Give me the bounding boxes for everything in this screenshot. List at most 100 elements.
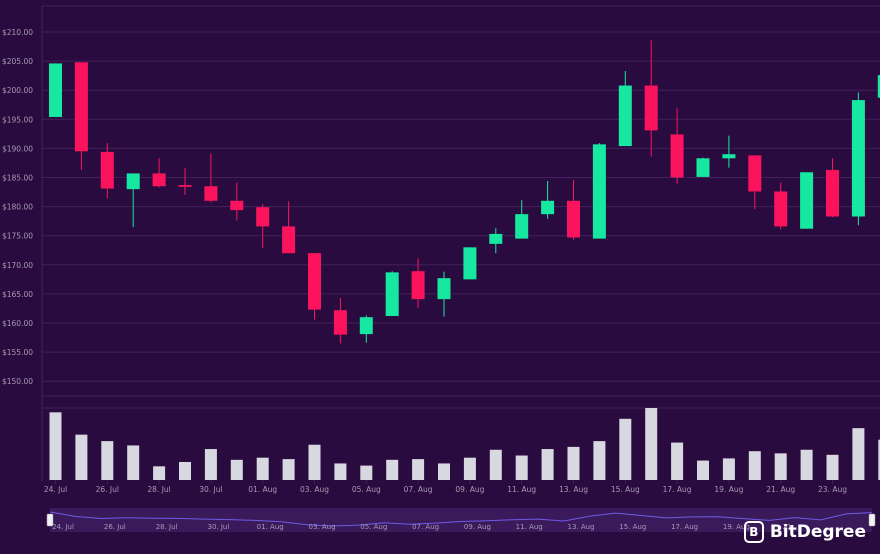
candle — [179, 168, 192, 195]
navigator-tick-label: 11. Aug — [516, 523, 543, 531]
y-tick-label: $170.00 — [2, 261, 33, 270]
volume-bar — [309, 445, 321, 480]
candle-body — [179, 185, 192, 187]
volume-bar — [542, 449, 554, 480]
x-tick-label: 26. Jul — [96, 485, 119, 494]
candle — [800, 172, 813, 228]
y-tick-label: $175.00 — [2, 232, 33, 241]
volume-bar — [153, 466, 165, 480]
candle-body — [567, 201, 580, 238]
volume-bar — [283, 459, 295, 480]
volume-bar — [490, 450, 502, 480]
candle-body — [153, 173, 166, 186]
navigator-tick-label: 30. Jul — [207, 523, 229, 531]
candle — [826, 158, 839, 217]
x-tick-label: 15. Aug — [611, 485, 640, 494]
x-tick-label: 28. Jul — [147, 485, 170, 494]
candle — [256, 204, 269, 248]
y-tick-label: $200.00 — [2, 86, 33, 95]
volume-bar — [231, 460, 243, 480]
candle-body — [282, 226, 295, 253]
x-tick-label: 05. Aug — [352, 485, 381, 494]
volume-bar — [852, 428, 864, 480]
candle-body — [800, 172, 813, 228]
candle — [489, 228, 502, 253]
volume-bar — [127, 445, 139, 480]
navigator-tick-label: 09. Aug — [464, 523, 491, 531]
candle — [334, 298, 347, 343]
candle-body — [722, 154, 735, 158]
volume-bar — [697, 461, 709, 480]
candle-body — [515, 214, 528, 238]
candle-body — [593, 144, 606, 238]
candle-body — [748, 155, 761, 191]
candle-body — [308, 253, 321, 309]
x-tick-label: 17. Aug — [663, 485, 692, 494]
volume-bar — [801, 450, 813, 480]
x-tick-label: 07. Aug — [404, 485, 433, 494]
y-axis-ticks: $210.00$205.00$200.00$195.00$190.00$185.… — [2, 28, 33, 386]
x-tick-label: 01. Aug — [248, 485, 277, 494]
volume-bar — [50, 412, 62, 480]
y-tick-label: $155.00 — [2, 348, 33, 357]
x-tick-label: 09. Aug — [455, 485, 484, 494]
candle — [541, 181, 554, 219]
candle — [748, 155, 761, 209]
x-tick-label: 30. Jul — [199, 485, 222, 494]
navigator-tick-label: 05. Aug — [360, 523, 387, 531]
navigator-handle-left[interactable] — [47, 514, 53, 526]
candle — [153, 158, 166, 187]
candle — [645, 40, 658, 156]
volume-bar — [568, 447, 580, 480]
y-tick-label: $205.00 — [2, 57, 33, 66]
candle-body — [127, 173, 140, 189]
candle-body — [334, 310, 347, 334]
y-tick-label: $185.00 — [2, 174, 33, 183]
candle — [774, 183, 787, 230]
candle-body — [75, 62, 88, 151]
navigator-tick-label: 13. Aug — [567, 523, 594, 531]
candle — [101, 143, 114, 198]
navigator-handle-right[interactable] — [869, 514, 875, 526]
x-tick-label: 13. Aug — [559, 485, 588, 494]
candle — [463, 247, 476, 279]
candle — [386, 271, 399, 316]
y-tick-label: $190.00 — [2, 144, 33, 153]
volume-bar — [438, 463, 450, 480]
candle — [697, 158, 710, 177]
volume-bar — [593, 441, 605, 480]
navigator-tick-label: 28. Jul — [156, 523, 178, 531]
navigator-tick-label: 17. Aug — [671, 523, 698, 531]
y-tick-label: $160.00 — [2, 319, 33, 328]
candle-body — [49, 63, 62, 117]
y-tick-label: $195.00 — [2, 115, 33, 124]
candles — [49, 40, 880, 343]
candle-body — [230, 201, 243, 210]
navigator-tick-label: 01. Aug — [257, 523, 284, 531]
y-tick-label: $150.00 — [2, 377, 33, 386]
volume-bar — [386, 460, 398, 480]
x-tick-label: 11. Aug — [507, 485, 536, 494]
candle — [360, 315, 373, 342]
candle — [204, 154, 217, 203]
volume-bar — [257, 458, 269, 480]
volume-bar — [464, 458, 476, 480]
navigator-tick-label: 24. Jul — [52, 523, 74, 531]
volume-bars — [50, 408, 880, 480]
candle — [282, 201, 295, 253]
volume-bar — [101, 441, 113, 480]
candle-body — [697, 158, 710, 177]
grid-lines — [42, 6, 880, 482]
volume-bar — [412, 459, 424, 480]
candle — [438, 272, 451, 317]
candle-body — [256, 207, 269, 226]
volume-bar — [334, 463, 346, 480]
volume-bar — [723, 458, 735, 480]
brand-name: BitDegree — [770, 522, 866, 542]
candle-body — [463, 247, 476, 279]
x-tick-label: 19. Aug — [714, 485, 743, 494]
candle — [412, 258, 425, 307]
volume-bar — [179, 462, 191, 480]
